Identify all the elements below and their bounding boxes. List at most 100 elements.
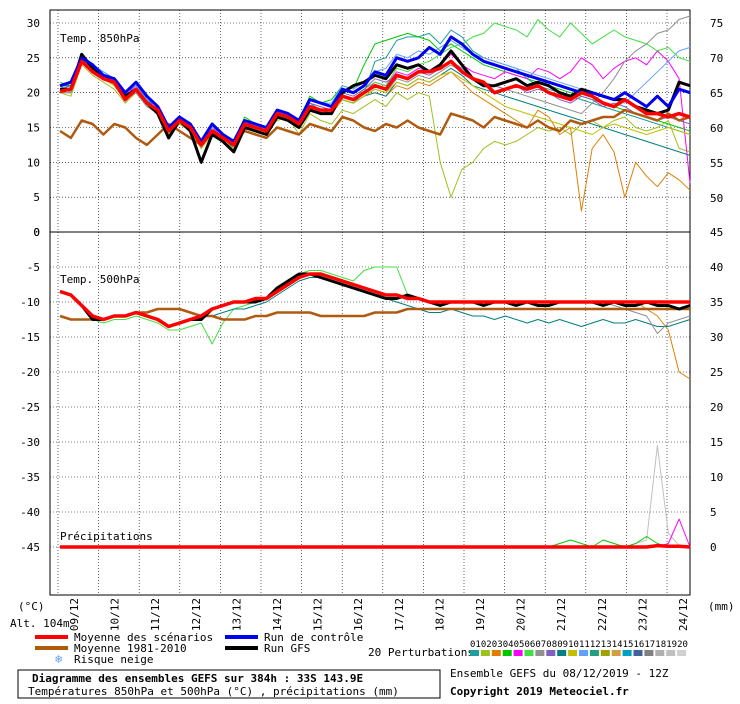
y-tick-left: 15 bbox=[27, 122, 40, 135]
y-tick-right: 50 bbox=[710, 192, 723, 205]
perturbation-swatch bbox=[579, 650, 588, 656]
perturbation-number: 12 bbox=[590, 640, 601, 650]
y-tick-left: 20 bbox=[27, 87, 40, 100]
perturbation-number: 01 bbox=[470, 640, 481, 650]
perturbation-swatch bbox=[546, 650, 556, 656]
y-tick-right: 55 bbox=[710, 157, 723, 170]
y-tick-right: 45 bbox=[710, 226, 723, 239]
perturbation-number: 05 bbox=[514, 640, 525, 650]
perturbation-swatch bbox=[480, 650, 490, 656]
x-tick-label: 17/12 bbox=[393, 598, 406, 631]
perturbation-number: 02 bbox=[481, 640, 492, 650]
y-tick-left: -20 bbox=[20, 366, 40, 379]
y-tick-left: -15 bbox=[20, 331, 40, 344]
legend-label-climate: Moyenne 1981-2010 bbox=[74, 642, 187, 655]
y-tick-left: 0 bbox=[33, 226, 40, 239]
panel-label-500: Temp. 500hPa bbox=[60, 273, 139, 286]
y-tick-left: 25 bbox=[27, 52, 40, 65]
perturbation-swatch bbox=[502, 650, 512, 656]
y-tick-left: -25 bbox=[20, 401, 40, 414]
perturbation-swatch bbox=[568, 650, 578, 656]
y-tick-right: 40 bbox=[710, 261, 723, 274]
y-tick-right: 30 bbox=[710, 331, 723, 344]
perturbation-number: 14 bbox=[612, 640, 623, 650]
altitude-label: Alt. 104m bbox=[10, 617, 70, 630]
y-tick-right: 65 bbox=[710, 87, 723, 100]
perturbation-number: 18 bbox=[655, 640, 666, 650]
perturbation-swatch bbox=[524, 650, 534, 656]
perturbation-number: 15 bbox=[623, 640, 634, 650]
perturbation-line-850 bbox=[59, 39, 691, 142]
right-unit-label: (mm) bbox=[708, 600, 735, 613]
legend-label-mean: Moyenne des scénarios bbox=[74, 631, 213, 644]
snowflake-icon: ❄ bbox=[55, 652, 62, 666]
y-tick-right: 20 bbox=[710, 401, 723, 414]
x-tick-label: 14/12 bbox=[271, 598, 284, 631]
x-tick-label: 22/12 bbox=[596, 598, 609, 631]
perturbation-line-850 bbox=[59, 19, 691, 146]
footer-ensemble: Ensemble GEFS du 08/12/2019 - 12Z bbox=[450, 667, 669, 680]
perturbation-line-precip bbox=[60, 518, 691, 548]
x-tick-label: 23/12 bbox=[636, 598, 649, 631]
perturbation-number: 04 bbox=[503, 640, 514, 650]
x-tick-label: 19/12 bbox=[474, 598, 487, 631]
x-tick-label: 20/12 bbox=[515, 598, 528, 631]
perturbation-swatch bbox=[513, 650, 523, 656]
series-layer bbox=[59, 15, 691, 549]
legend-perturbations-label: 20 Perturbations bbox=[368, 646, 474, 659]
info-title: Diagramme des ensembles GEFS sur 384h : … bbox=[32, 672, 363, 685]
x-tick-label: 15/12 bbox=[312, 598, 325, 631]
perturbation-number: 08 bbox=[546, 640, 557, 650]
info-box bbox=[17, 669, 441, 699]
perturbation-swatch bbox=[589, 650, 599, 656]
perturbation-swatch bbox=[611, 650, 621, 656]
perturbation-number: 07 bbox=[535, 640, 546, 650]
y-tick-right: 35 bbox=[710, 296, 723, 309]
panel-label-850: Temp. 850hPa bbox=[60, 32, 139, 45]
perturbation-swatch bbox=[535, 650, 545, 656]
info-subtitle: Températures 850hPa et 500hPa (°C) , pré… bbox=[28, 685, 399, 698]
y-tick-left: 0 bbox=[33, 226, 40, 239]
y-tick-left: -10 bbox=[20, 296, 40, 309]
perturbation-number: 13 bbox=[601, 640, 612, 650]
footer-copyright: Copyright 2019 Meteociel.fr bbox=[450, 685, 629, 698]
perturbation-number: 16 bbox=[634, 640, 645, 650]
left-unit-label: (°C) bbox=[18, 600, 45, 613]
y-tick-right: 10 bbox=[710, 471, 723, 484]
perturbation-swatch bbox=[491, 650, 501, 656]
series-line-500 bbox=[59, 307, 690, 321]
perturbation-swatch bbox=[644, 650, 654, 656]
perturbation-number: 03 bbox=[492, 640, 503, 650]
perturbation-swatch bbox=[557, 650, 567, 656]
perturbation-number: 10 bbox=[568, 640, 579, 650]
legend-label-snow: Risque neige bbox=[74, 653, 153, 666]
y-tick-left: 30 bbox=[27, 17, 40, 30]
legend-label-control: Run de contrôle bbox=[264, 631, 363, 644]
series-line-850 bbox=[60, 49, 691, 164]
x-tick-label: 18/12 bbox=[433, 598, 446, 631]
perturbation-line-500 bbox=[59, 266, 690, 345]
y-tick-right: 70 bbox=[710, 52, 723, 65]
perturbation-number: 20 bbox=[677, 640, 688, 650]
perturbation-swatch bbox=[600, 650, 610, 656]
perturbation-number: 06 bbox=[525, 640, 536, 650]
legend-label-gfs: Run GFS bbox=[264, 642, 310, 655]
y-tick-right: 15 bbox=[710, 436, 723, 449]
x-tick-label: 10/12 bbox=[109, 598, 122, 631]
y-tick-left: -40 bbox=[20, 506, 40, 519]
y-tick-right: 75 bbox=[710, 17, 723, 30]
perturbation-legend: 01 02 03 04 05 06 07 08 09 10 11 12 13 14 15 16 17 18 19 20 bbox=[470, 640, 688, 656]
panel-label-precip: Précipitations bbox=[60, 530, 153, 543]
y-tick-left: 10 bbox=[27, 156, 40, 169]
y-tick-left: -5 bbox=[27, 261, 40, 274]
legend: Moyenne des scénarios Moyenne 1981-2010 … bbox=[35, 631, 688, 666]
x-tick-label: 11/12 bbox=[149, 598, 162, 631]
y-tick-right: 60 bbox=[710, 122, 723, 135]
y-tick-right: 5 bbox=[710, 506, 717, 519]
series-line-precip bbox=[60, 543, 691, 549]
y-tick-left: -30 bbox=[20, 436, 40, 449]
perturbation-number: 19 bbox=[666, 640, 677, 650]
y-tick-right: 0 bbox=[710, 541, 717, 554]
